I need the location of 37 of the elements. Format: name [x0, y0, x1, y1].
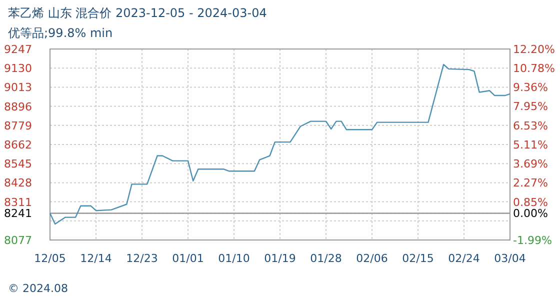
text: © 2024.08 — [8, 282, 68, 295]
x-tick-label: 12/05 — [34, 252, 66, 265]
y-tick-label: 8428 — [4, 176, 32, 190]
y2-tick-label: 2.27% — [513, 176, 548, 190]
line-series — [49, 64, 511, 225]
y2-tick-label: 10.78% — [513, 62, 555, 76]
y-tick-label: 8241 — [4, 207, 32, 220]
y2-tick-label: 9.36% — [513, 81, 548, 94]
chart-subtitle: 优等品;99.8% min — [8, 26, 113, 40]
y2-tick-label: 5.11% — [513, 138, 548, 152]
x-tick-label: 12/14 — [80, 252, 112, 265]
x-tick-label: 01/28 — [310, 252, 342, 265]
x-tick-label: 02/24 — [448, 252, 480, 265]
y-tick-label: 8311 — [4, 196, 32, 209]
y2-tick-label: 6.53% — [513, 119, 548, 132]
y-tick-label: 9247 — [4, 43, 32, 56]
y2-tick-label: 12.20% — [513, 43, 555, 56]
y2-tick-label: 0.85% — [513, 196, 548, 209]
y-tick-label: 8779 — [4, 119, 32, 132]
x-tick-label: 01/19 — [264, 252, 296, 265]
chart-title: 苯乙烯 山东 混合价 2023-12-05 - 2024-03-04 — [8, 6, 267, 20]
y-tick-label: 8545 — [4, 158, 32, 171]
x-tick-label: 01/01 — [172, 252, 204, 265]
x-tick-label: 01/10 — [218, 252, 250, 265]
x-tick-label: 03/04 — [494, 252, 526, 265]
x-tick-label: 02/06 — [356, 252, 388, 265]
y-tick-label: 8896 — [4, 100, 32, 114]
y2-tick-label: -1.99% — [513, 234, 552, 247]
x-tick-label: 02/15 — [402, 252, 434, 265]
y-tick-label: 9013 — [4, 81, 32, 94]
y-tick-label: 8077 — [4, 234, 32, 247]
y2-tick-label: 3.69% — [513, 158, 548, 171]
y-tick-label: 9130 — [4, 62, 32, 76]
x-tick-label: 12/23 — [126, 252, 158, 265]
y2-tick-label: 7.95% — [513, 100, 548, 114]
y-tick-label: 8662 — [4, 138, 32, 152]
y2-tick-label: 0.00% — [513, 207, 548, 220]
